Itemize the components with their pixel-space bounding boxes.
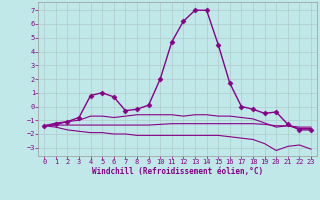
- X-axis label: Windchill (Refroidissement éolien,°C): Windchill (Refroidissement éolien,°C): [92, 167, 263, 176]
